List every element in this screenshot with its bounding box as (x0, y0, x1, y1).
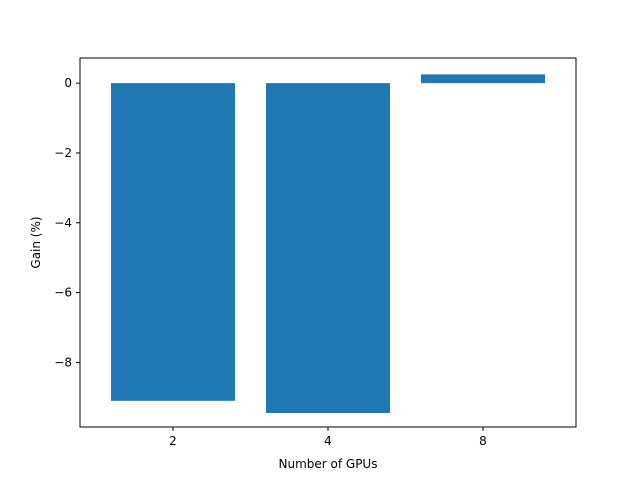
x-axis-label: Number of GPUs (279, 457, 378, 471)
bar-4 (266, 83, 390, 414)
x-tick-label: 8 (479, 434, 487, 448)
x-axis-ticks: 2 4 8 (169, 427, 487, 448)
y-tick-label: 0 (64, 76, 72, 90)
bar-2 (111, 83, 235, 401)
x-tick-label: 2 (169, 434, 177, 448)
bar-8 (421, 74, 545, 84)
bars-group (111, 74, 545, 414)
x-tick-label: 4 (324, 434, 332, 448)
y-tick-label: −6 (54, 286, 72, 300)
y-tick-label: −2 (54, 146, 72, 160)
y-axis-label: Gain (%) (29, 216, 43, 268)
y-tick-label: −4 (54, 216, 72, 230)
y-tick-label: −8 (54, 355, 72, 369)
y-axis-ticks: 0 −2 −4 −6 −8 (54, 76, 80, 369)
